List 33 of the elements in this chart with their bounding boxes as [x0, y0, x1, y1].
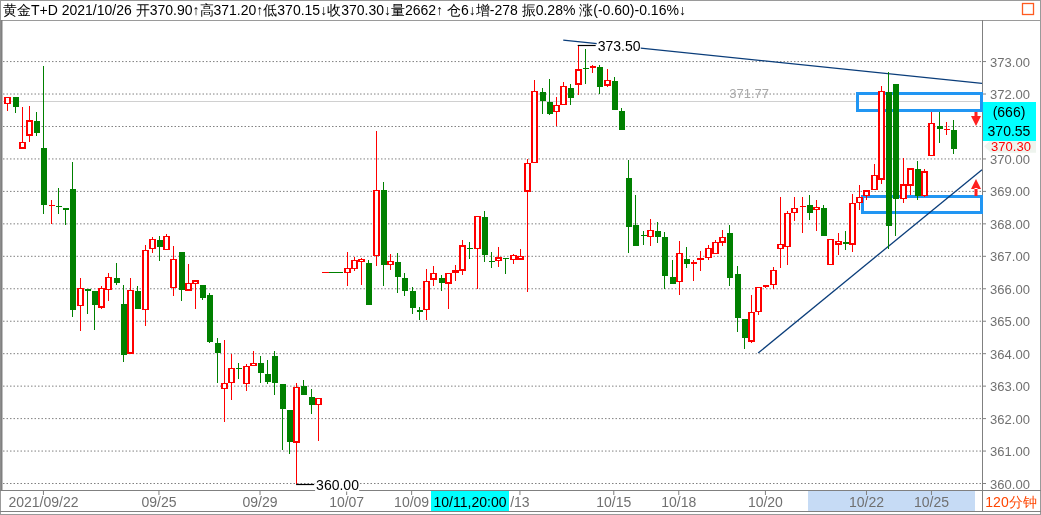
- text: 370.55: [987, 123, 1031, 139]
- x-tick-label: 2021/09/22: [8, 494, 79, 510]
- annotation: 360.00: [316, 476, 360, 493]
- y-tick-label: 373.00: [990, 54, 1030, 70]
- x-tick-label: 10/18: [661, 494, 697, 510]
- x-tick-label: 10/15: [596, 494, 632, 510]
- y-tick-label: 372.00: [990, 87, 1030, 103]
- x-tick-label: 09/25: [141, 494, 177, 510]
- y-tick-label: 363.00: [990, 379, 1030, 395]
- text: 10/11,20:00: [433, 494, 507, 510]
- chart-title: 黄金T+D 2021/10/26 开370.90↑高371.20↑低370.15↓收370.30↓量2662↑ 仓6↓增-278 振0.28% 涨(-0.60)-0.16%↓: [3, 2, 686, 18]
- y-tick-label: 365.00: [990, 314, 1030, 330]
- x-tick-label: 09/29: [242, 494, 278, 510]
- x-tick-label: 10/22: [848, 494, 885, 510]
- y-tick-label: 361.00: [990, 444, 1030, 460]
- text: 120分钟: [985, 494, 1037, 510]
- y-tick-label: 360.00: [990, 476, 1030, 492]
- x-tick-label: 10/07: [329, 494, 365, 510]
- y-tick-label: 369.00: [990, 184, 1030, 200]
- x-tick-label: 10/20: [747, 494, 784, 510]
- text: (666): [992, 104, 1026, 120]
- y-tick-label: 366.00: [990, 281, 1030, 297]
- x-tick-label: 10/09: [394, 494, 430, 510]
- y-tick-label: 367.00: [990, 249, 1030, 265]
- x-tick-label: 10/25: [913, 494, 950, 510]
- text: 370.30: [991, 138, 1031, 154]
- annotation: 373.50: [597, 37, 641, 54]
- x-tick-label: /13: [510, 494, 530, 510]
- ref-line-label: 371.77: [729, 86, 770, 102]
- y-tick-label: 362.00: [990, 411, 1030, 427]
- y-tick-label: 370.00: [990, 151, 1030, 167]
- y-tick-label: 368.00: [990, 216, 1030, 232]
- y-tick-label: 364.00: [990, 346, 1030, 362]
